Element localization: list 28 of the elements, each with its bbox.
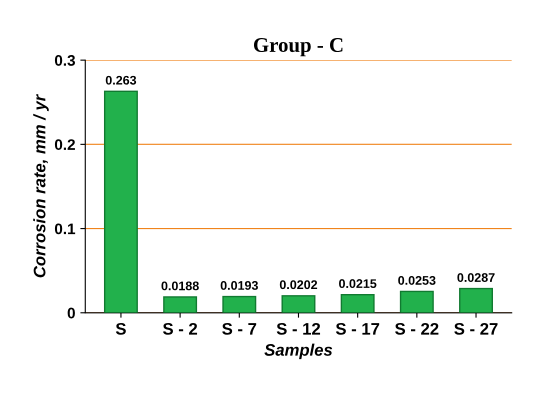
bar bbox=[282, 295, 316, 313]
bar bbox=[104, 90, 138, 313]
bar bbox=[163, 296, 198, 313]
x-tick-label: S - 7 bbox=[222, 322, 256, 335]
y-tick-label: 0.1 bbox=[54, 223, 76, 234]
x-tick-label: S - 22 bbox=[395, 322, 438, 335]
data-label: 0.0188 bbox=[162, 281, 199, 290]
chart-title: Group - C bbox=[254, 38, 342, 56]
bar bbox=[400, 290, 434, 313]
bar bbox=[459, 288, 493, 313]
x-tick-label: S bbox=[116, 322, 126, 335]
data-label: 0.0253 bbox=[398, 276, 436, 285]
y-axis-title: Corrosion rate, mm / yr bbox=[33, 94, 49, 278]
y-tick-label: 0 bbox=[68, 308, 75, 318]
data-label: 0.0193 bbox=[220, 281, 258, 290]
x-axis-title: Samples bbox=[264, 344, 332, 360]
data-label: 0.0287 bbox=[457, 273, 495, 282]
data-label: 0.263 bbox=[106, 76, 136, 85]
bar bbox=[222, 296, 256, 313]
x-tick-label: S - 12 bbox=[276, 322, 320, 335]
bar bbox=[340, 294, 375, 313]
data-label: 0.0202 bbox=[280, 280, 318, 290]
x-tick-label: S - 27 bbox=[454, 322, 498, 335]
y-tick-label: 0.3 bbox=[54, 55, 76, 66]
x-tick-label: S - 17 bbox=[336, 322, 380, 335]
x-tick-label: S - 2 bbox=[163, 322, 198, 335]
y-tick-label: 0.2 bbox=[54, 139, 75, 150]
data-label: 0.0215 bbox=[339, 279, 376, 288]
